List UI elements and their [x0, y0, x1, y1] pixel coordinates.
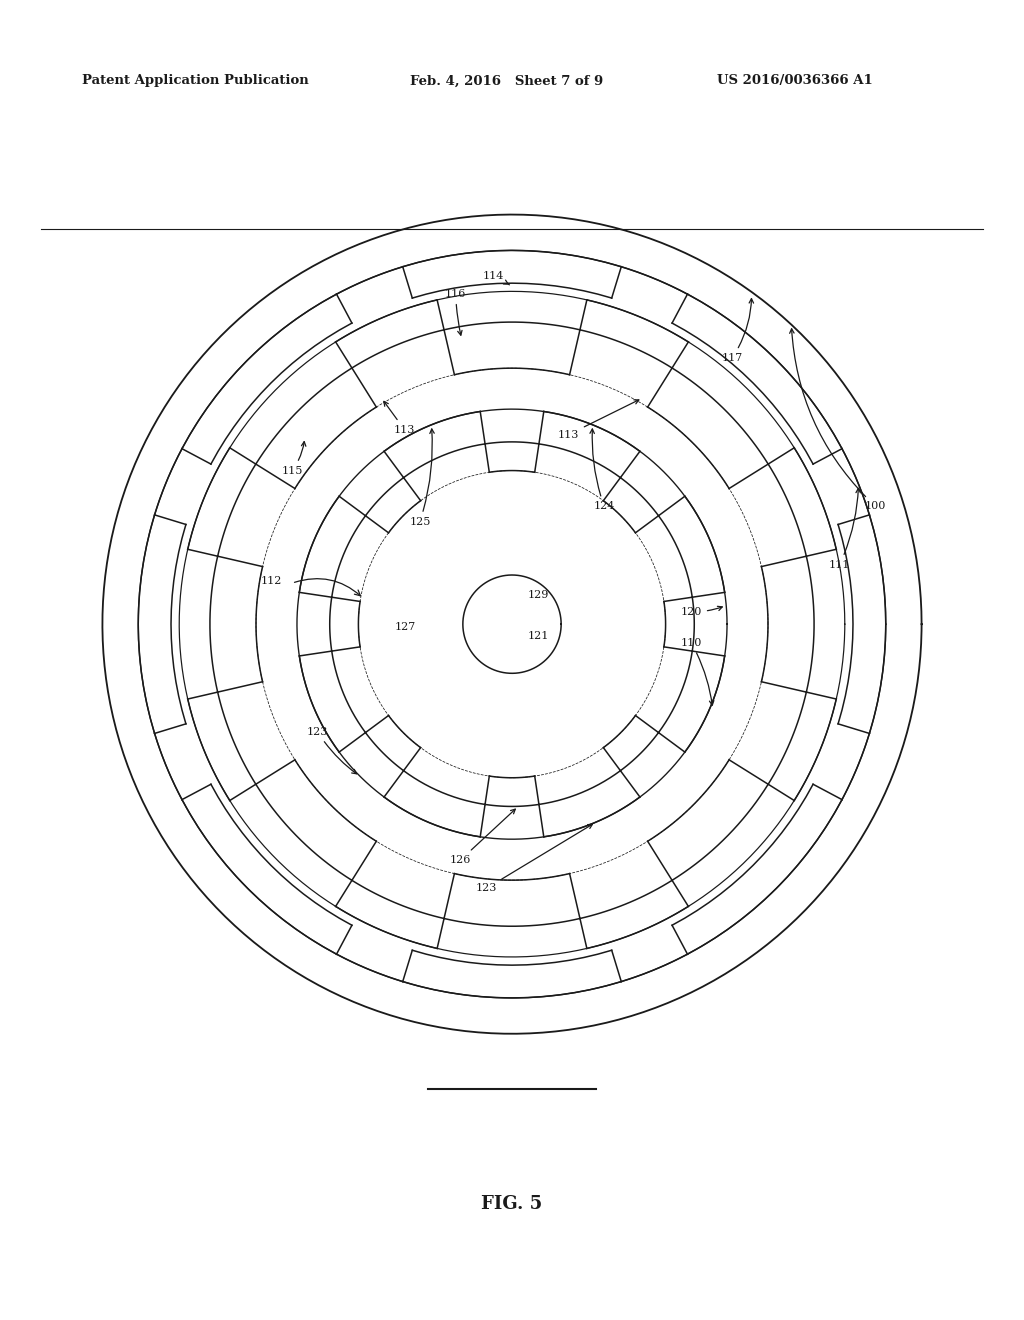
- Text: 127: 127: [394, 622, 416, 632]
- Text: US 2016/0036366 A1: US 2016/0036366 A1: [717, 74, 872, 87]
- Text: 117: 117: [722, 298, 754, 363]
- Text: Patent Application Publication: Patent Application Publication: [82, 74, 308, 87]
- Text: 125: 125: [410, 429, 434, 527]
- Text: 113: 113: [384, 401, 415, 434]
- Text: 123: 123: [476, 824, 593, 894]
- Text: 126: 126: [451, 809, 515, 865]
- Text: 124: 124: [590, 429, 614, 511]
- Text: 111: 111: [829, 488, 860, 570]
- Text: 123: 123: [307, 727, 356, 774]
- Text: Feb. 4, 2016   Sheet 7 of 9: Feb. 4, 2016 Sheet 7 of 9: [410, 74, 603, 87]
- Text: 110: 110: [681, 638, 714, 705]
- Text: 129: 129: [527, 590, 549, 601]
- Text: 120: 120: [681, 606, 722, 616]
- Text: 121: 121: [527, 631, 549, 642]
- Text: 100: 100: [790, 329, 886, 511]
- Text: FIG. 5: FIG. 5: [481, 1195, 543, 1213]
- Text: 113: 113: [558, 400, 639, 440]
- Text: 115: 115: [282, 442, 306, 475]
- Text: 112: 112: [261, 576, 283, 586]
- Text: 114: 114: [483, 271, 510, 285]
- Text: 116: 116: [445, 289, 466, 335]
